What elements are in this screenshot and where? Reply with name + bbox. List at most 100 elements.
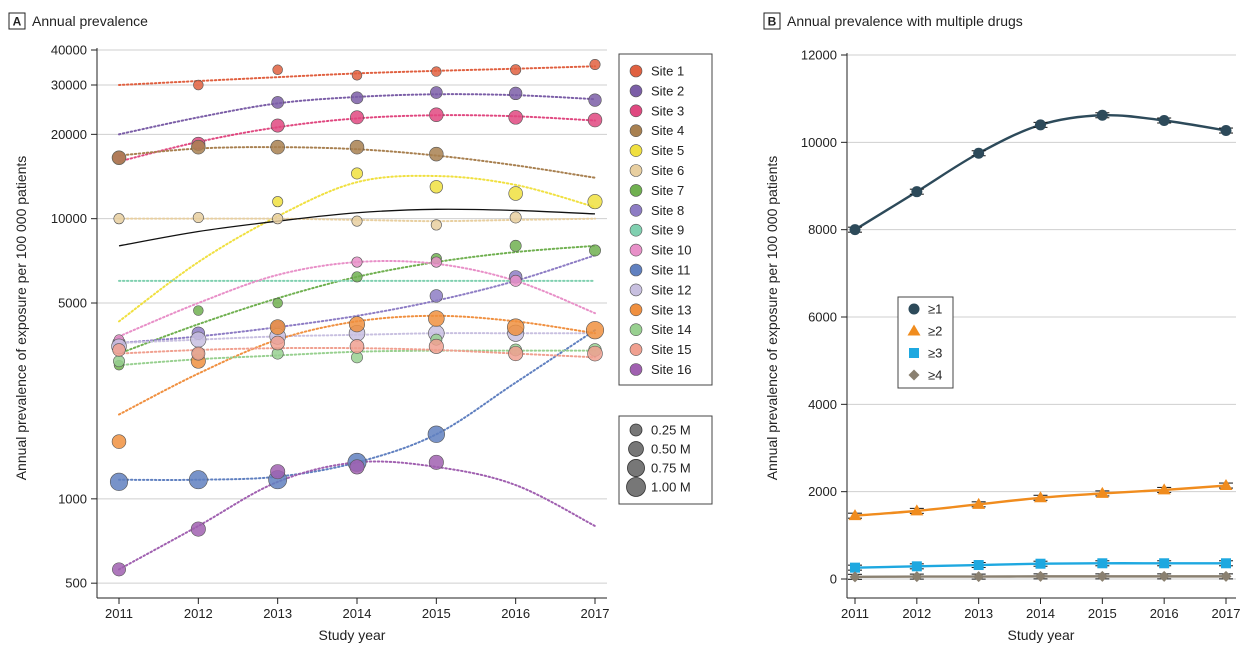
data-point bbox=[508, 186, 523, 201]
data-point bbox=[190, 521, 206, 537]
panel-b-series-points bbox=[848, 109, 1233, 583]
series-point bbox=[1158, 115, 1170, 126]
panel-b-x-tick-label: 2015 bbox=[1088, 606, 1117, 621]
panel-a-y-tick-label: 1000 bbox=[58, 491, 87, 506]
panel-b-x-tick-label: 2013 bbox=[964, 606, 993, 621]
series-points-circle bbox=[848, 109, 1233, 236]
data-point bbox=[428, 310, 445, 327]
data-point bbox=[192, 211, 204, 223]
points-site-13 bbox=[111, 310, 605, 449]
site-legend-marker bbox=[629, 184, 643, 197]
series-line-circle bbox=[854, 113, 1227, 231]
panel-b-legend-marker bbox=[907, 324, 921, 336]
series-point bbox=[911, 571, 923, 583]
series-point bbox=[1158, 570, 1170, 582]
data-point bbox=[351, 215, 363, 227]
panel-b-legend-item: ≥3 bbox=[909, 346, 942, 361]
data-point bbox=[510, 64, 522, 76]
data-point bbox=[193, 305, 204, 316]
site-legend-marker bbox=[629, 263, 643, 277]
site-legend-item: Site 11 bbox=[629, 263, 691, 278]
panel-a-header: A Annual prevalence bbox=[8, 12, 148, 30]
points-site-6 bbox=[113, 211, 522, 231]
data-point bbox=[428, 454, 444, 470]
panel-b-x-tick-label: 2011 bbox=[841, 606, 869, 621]
series-point bbox=[1220, 570, 1232, 582]
site-legend-item: Site 16 bbox=[629, 362, 691, 377]
panel-b-y-ticks: 0 2000 4000 6000 8000 10000 12000 bbox=[801, 48, 848, 598]
series-point bbox=[911, 561, 922, 572]
panel-b-letter-box bbox=[763, 12, 781, 30]
panel-a-x-ticks: 2011 2012 2013 2014 2015 2016 2017 bbox=[105, 598, 609, 621]
panel-a-y-tick-label: 30000 bbox=[51, 78, 87, 93]
panel-b-y-tick-label: 12000 bbox=[801, 48, 837, 63]
series-point bbox=[1034, 491, 1047, 503]
overall-trend-line bbox=[118, 208, 596, 247]
series-point bbox=[1220, 125, 1232, 137]
data-point bbox=[585, 321, 605, 340]
site-legend-label: Site 7 bbox=[651, 183, 684, 198]
series-points-triangle bbox=[848, 479, 1233, 521]
data-point bbox=[350, 91, 364, 105]
data-point bbox=[349, 339, 365, 354]
series-point bbox=[973, 147, 985, 159]
data-point bbox=[111, 434, 127, 449]
data-point bbox=[428, 338, 444, 354]
site-legend-item: Site 9 bbox=[629, 223, 684, 238]
panel-b-legend: ≥1 ≥2 ≥3 ≥4 bbox=[897, 296, 954, 389]
panel-b-y-tick-label: 10000 bbox=[801, 135, 837, 150]
data-point bbox=[272, 64, 283, 75]
series-point bbox=[973, 560, 984, 571]
data-point bbox=[429, 107, 444, 122]
panel-a-y-label: Annual prevalence of exposure per 100 00… bbox=[13, 156, 29, 481]
panel-a-letter: A bbox=[13, 15, 22, 29]
series-point bbox=[972, 497, 986, 509]
panel-a-y-tick-label: 40000 bbox=[51, 43, 87, 58]
panel-a-y-tick-label: 20000 bbox=[51, 127, 87, 142]
series-points-square bbox=[848, 558, 1233, 573]
data-point bbox=[270, 118, 285, 133]
data-point bbox=[191, 139, 206, 155]
panel-b-y-tick-label: 6000 bbox=[808, 310, 837, 325]
panel-a-x-tick-label: 2016 bbox=[501, 606, 530, 621]
site-legend-item: Site 1 bbox=[629, 64, 684, 79]
series-point bbox=[911, 186, 923, 198]
site-legend-label: Site 2 bbox=[651, 83, 684, 98]
series-point bbox=[1157, 483, 1171, 495]
size-legend-item: 0.75 M bbox=[627, 459, 691, 477]
panel-a-y-tick-label: 10000 bbox=[51, 211, 87, 226]
size-legend-item: 0.25 M bbox=[629, 423, 691, 438]
data-point bbox=[589, 244, 601, 257]
data-point bbox=[272, 297, 283, 309]
data-point bbox=[270, 335, 285, 351]
points-site-16 bbox=[112, 454, 444, 577]
site-legend-marker bbox=[629, 283, 643, 297]
data-point bbox=[429, 180, 443, 194]
site-legend-marker bbox=[629, 204, 643, 217]
panel-b-title: Annual prevalence with multiple drugs bbox=[787, 13, 1023, 29]
size-legend-label: 0.75 M bbox=[651, 461, 691, 476]
data-point bbox=[509, 211, 522, 224]
data-point bbox=[111, 150, 127, 165]
site-legend-item: Site 12 bbox=[629, 282, 691, 297]
points-site-2 bbox=[271, 86, 602, 109]
data-point bbox=[113, 213, 125, 225]
data-point bbox=[587, 194, 603, 210]
series-point bbox=[849, 571, 861, 583]
data-point bbox=[429, 289, 443, 303]
data-point bbox=[350, 110, 364, 125]
panel-a-size-legend: 0.25 M 0.50 M 0.75 M 1.00 M bbox=[618, 415, 713, 505]
panel-b-x-tick-label: 2012 bbox=[902, 606, 931, 621]
site-legend-item: Site 7 bbox=[629, 183, 684, 198]
panel-a-site-legend: Site 1 Site 2 Site 3 Site 4 Site 5 Site 6 Site… bbox=[618, 53, 713, 386]
site-legend-marker bbox=[629, 64, 643, 78]
panel-a-x-tick-label: 2017 bbox=[581, 606, 610, 621]
site-legend-marker bbox=[629, 323, 643, 337]
panel-b-legend-marker bbox=[909, 348, 919, 358]
panel-b-y-label: Annual prevalence of exposure per 100 00… bbox=[764, 156, 780, 481]
size-legend-marker bbox=[627, 459, 645, 477]
size-legend-label: 1.00 M bbox=[651, 480, 691, 495]
site-legend-label: Site 8 bbox=[651, 203, 684, 218]
site-legend-marker bbox=[629, 223, 643, 237]
data-point bbox=[193, 79, 204, 91]
